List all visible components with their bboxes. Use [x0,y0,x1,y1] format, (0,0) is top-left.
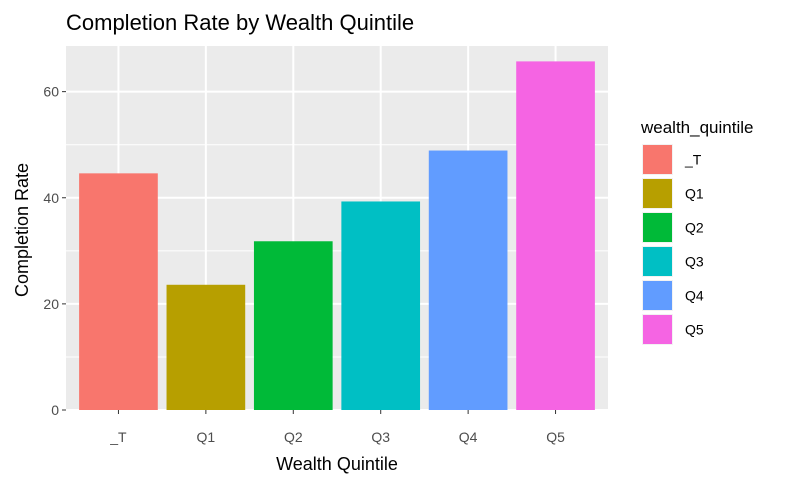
bar [253,241,333,410]
y-tick-label: 60 [43,84,59,100]
legend-swatch [643,247,672,276]
bar [428,150,508,410]
bar [79,173,158,410]
x-tick-label: Q5 [546,429,565,445]
chart-title: Completion Rate by Wealth Quintile [66,10,414,35]
x-tick-label: Q3 [371,429,390,445]
legend-label: Q1 [685,186,704,202]
y-axis-title: Completion Rate [12,163,32,297]
bars [79,61,595,410]
legend-swatch [643,145,672,174]
bar [166,284,246,410]
legend-label: _T [684,152,702,168]
x-tick-label: Q2 [284,429,303,445]
legend-swatch [643,281,672,310]
legend-swatch [643,179,672,208]
x-tick-label: Q4 [459,429,478,445]
y-axis: 0 20 40 60 [43,84,66,418]
legend-swatch [643,213,672,242]
y-tick-label: 40 [43,190,59,206]
legend-label: Q4 [685,288,704,304]
x-tick-label: _T [109,429,127,445]
legend-label: Q5 [685,322,704,338]
legend-label: Q2 [685,220,704,236]
x-axis: _T Q1 Q2 Q3 Q4 Q5 [109,410,565,445]
y-tick-label: 0 [51,402,59,418]
bar [341,201,421,410]
legend-label: Q3 [685,254,704,270]
legend-title: wealth_quintile [640,118,753,137]
legend: wealth_quintile _T Q1 Q2 Q3 Q4 Q5 [640,118,753,345]
x-axis-title: Wealth Quintile [276,454,398,474]
legend-swatch [643,315,672,344]
bar [516,61,595,410]
y-tick-label: 20 [43,296,59,312]
x-tick-label: Q1 [197,429,216,445]
